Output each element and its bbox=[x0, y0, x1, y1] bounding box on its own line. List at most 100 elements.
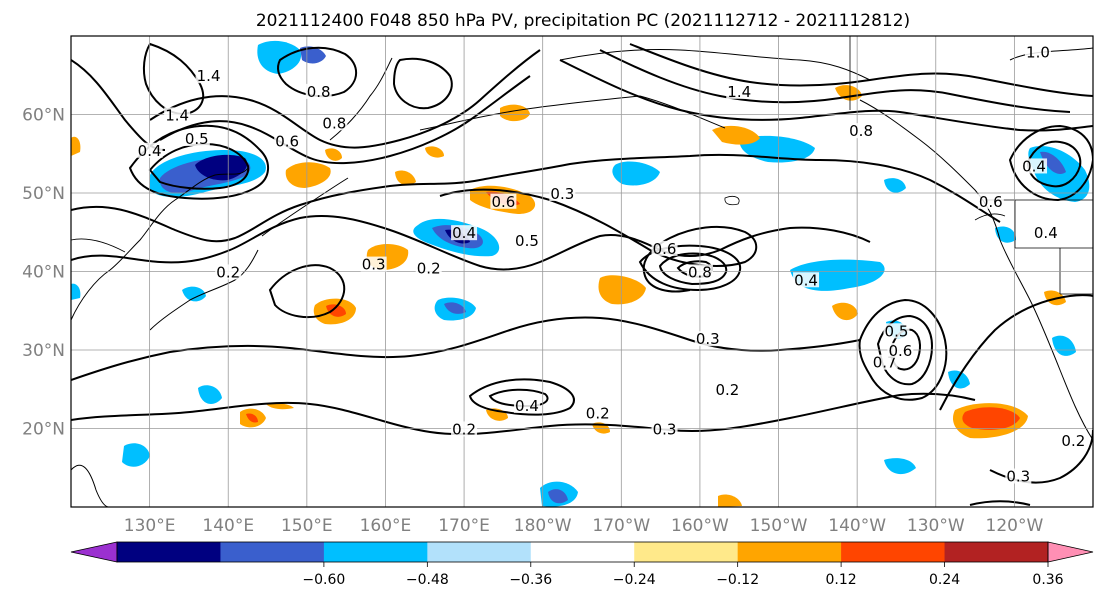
contour-label-background bbox=[513, 233, 540, 249]
precip-negative-area bbox=[71, 283, 81, 300]
contour-label: 0.2 bbox=[216, 263, 240, 281]
colorbar-segment bbox=[323, 542, 428, 562]
pv-contour-line bbox=[148, 142, 250, 190]
precip-negative-area bbox=[444, 302, 466, 314]
colorbar-tick-label: −0.24 bbox=[613, 572, 656, 588]
precip-positive-area bbox=[712, 125, 760, 145]
longitude-label: 170°W bbox=[592, 516, 650, 536]
precip-positive-area bbox=[326, 304, 346, 317]
pv-contour-line bbox=[71, 153, 1001, 243]
contour-label: 0.5 bbox=[515, 232, 539, 250]
pv-contour-line bbox=[939, 294, 1093, 411]
colorbar-frame bbox=[116, 541, 1049, 563]
colorbar-tick-label: −0.12 bbox=[716, 572, 759, 588]
latitude-label: 50°N bbox=[22, 184, 65, 204]
contour-labels: 1.4 0.8 0.8 0.6 0.5 0.6 0.3 0.4 0.5 0.6 0.8 0.3 0.2 0… bbox=[136, 44, 1087, 486]
contour-label: 0.4 bbox=[1034, 224, 1058, 242]
colorbar-tick-label: 0.36 bbox=[1032, 572, 1063, 588]
colorbar-segment bbox=[117, 542, 221, 562]
precip-negative-area bbox=[995, 226, 1016, 243]
colorbar-segment bbox=[530, 542, 635, 562]
pv-contour-thin bbox=[724, 196, 740, 206]
contour-label-background bbox=[651, 421, 678, 437]
longitude-label: 160°W bbox=[671, 516, 729, 536]
precip-negative-area bbox=[884, 458, 916, 475]
contour-label: 0.8 bbox=[849, 122, 873, 140]
pv-contour-thin bbox=[974, 213, 1006, 221]
coastline-japan bbox=[149, 249, 259, 331]
precip-negative-area bbox=[182, 286, 206, 302]
contour-label-background bbox=[1005, 468, 1032, 484]
precip-negative-area bbox=[198, 385, 222, 404]
colorbar-segment bbox=[427, 542, 532, 562]
longitude-label: 150°W bbox=[750, 516, 808, 536]
contour-label: 0.2 bbox=[716, 381, 740, 399]
contour-label: 0.4 bbox=[794, 271, 818, 289]
contour-label: 0.4 bbox=[515, 397, 539, 415]
contour-label: 0.2 bbox=[452, 420, 476, 438]
colorbar-segment bbox=[737, 542, 842, 562]
contour-label-background bbox=[694, 331, 721, 347]
contour-label-background bbox=[513, 397, 540, 413]
precip-positive-area bbox=[962, 407, 1020, 430]
contour-label: 0.5 bbox=[185, 130, 209, 148]
longitude-label: 170°E bbox=[438, 516, 490, 536]
precip-positive-area bbox=[598, 275, 646, 305]
pv-contour-line bbox=[159, 75, 531, 165]
contour-label: 0.3 bbox=[362, 256, 386, 274]
contour-label-background bbox=[1021, 158, 1048, 174]
contour-label-background bbox=[686, 264, 713, 280]
contour-label-background bbox=[215, 264, 242, 280]
contour-label-background bbox=[549, 185, 576, 201]
contour-label: 0.6 bbox=[888, 342, 912, 360]
precip-positive-area bbox=[718, 494, 742, 507]
contour-label: 0.4 bbox=[452, 224, 476, 242]
contour-label-background bbox=[490, 193, 517, 209]
contour-label: 0.2 bbox=[586, 405, 610, 423]
contour-label: 0.8 bbox=[307, 83, 331, 101]
contour-label-background bbox=[1032, 225, 1059, 241]
precip-negative-area bbox=[1040, 151, 1066, 174]
contour-label-background bbox=[183, 130, 210, 146]
pv-contour-thin bbox=[71, 238, 126, 253]
pv-contour-line bbox=[858, 298, 948, 401]
pv-contour-line bbox=[277, 46, 358, 98]
gridlines bbox=[71, 36, 1093, 507]
colorbar-extend-min bbox=[70, 541, 118, 563]
colorbar-segment bbox=[220, 542, 325, 562]
colorbar-segment bbox=[944, 542, 1049, 562]
longitude-label: 130°E bbox=[124, 516, 176, 536]
pv-contour-line bbox=[268, 264, 346, 319]
precip-positive-area bbox=[266, 403, 294, 410]
pv-contour-line bbox=[876, 314, 934, 386]
contour-label-background bbox=[195, 68, 222, 84]
coastline-aleutians-west bbox=[419, 95, 641, 131]
precip-negative-area bbox=[612, 161, 660, 186]
coastline-north-america bbox=[859, 99, 1093, 441]
precip-positive-area bbox=[285, 162, 331, 188]
precip-positive-area bbox=[246, 413, 258, 423]
precip-positive-area bbox=[325, 148, 342, 161]
latitude-label: 60°N bbox=[22, 106, 65, 126]
contour-label: 0.8 bbox=[322, 114, 346, 132]
precip-negative-area bbox=[257, 40, 302, 74]
contour-label-background bbox=[1060, 433, 1087, 449]
latitude-labels: 60°N 50°N 40°N 30°N 20°N bbox=[22, 106, 65, 440]
contour-label-background bbox=[848, 123, 875, 139]
precip-negative-area bbox=[122, 443, 150, 467]
map-title: 2021112400 F048 850 hPa PV, precipitatio… bbox=[256, 11, 910, 31]
colorbar-tick-label: −0.36 bbox=[509, 572, 552, 588]
contour-label-background bbox=[1024, 44, 1051, 60]
longitude-label: 130°W bbox=[907, 516, 965, 536]
contour-label-background bbox=[871, 354, 898, 370]
longitude-label: 180°W bbox=[514, 516, 572, 536]
map-panel: 1.4 0.8 0.8 0.6 0.5 0.6 0.3 0.4 0.5 0.6 0.8 0.3 0.2 0… bbox=[22, 35, 1094, 536]
contour-label: 0.6 bbox=[491, 193, 515, 211]
precip-positive-area bbox=[395, 170, 416, 186]
contour-label-background bbox=[584, 405, 611, 421]
contour-label: 0.4 bbox=[1022, 157, 1046, 175]
precip-positive-area bbox=[832, 302, 858, 321]
contour-label-background bbox=[274, 133, 301, 149]
contour-label-background bbox=[136, 142, 163, 158]
